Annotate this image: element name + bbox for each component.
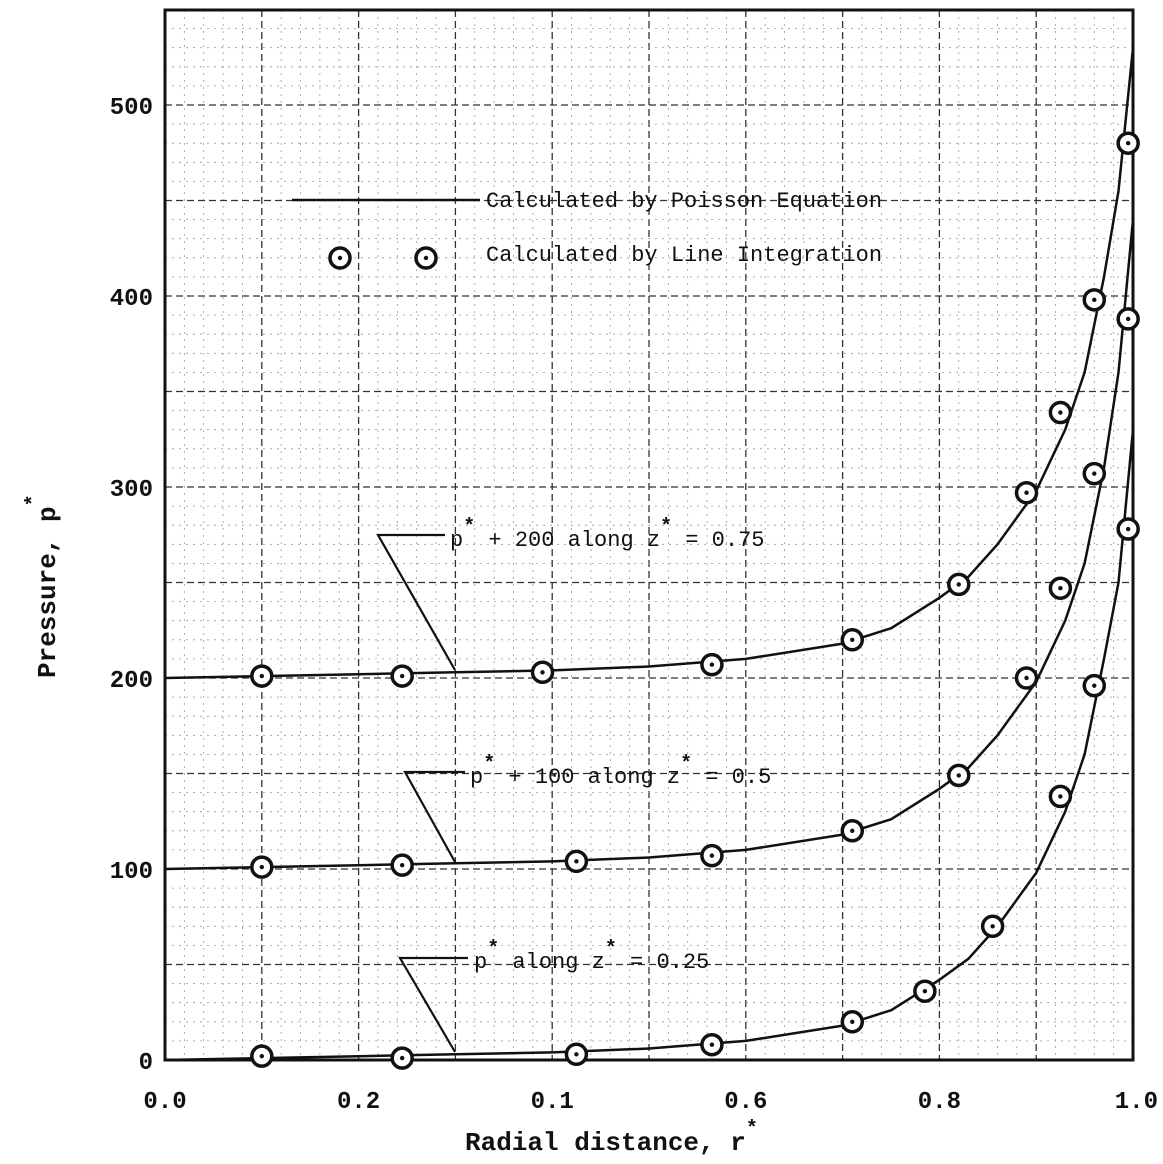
x-tick-label: 1.0 — [1115, 1089, 1158, 1116]
data-point-dot — [1092, 297, 1097, 303]
data-point — [390, 853, 414, 877]
data-point — [390, 664, 414, 688]
data-point-dot — [399, 862, 405, 868]
data-point — [1116, 131, 1140, 155]
series-annotation-2: p* along z* = 0.25 — [398, 938, 709, 1053]
data-point-dot — [540, 670, 545, 675]
x-tick-label: 0.8 — [918, 1089, 961, 1116]
data-point-dot — [399, 1055, 405, 1061]
data-point — [250, 664, 274, 688]
data-point — [840, 628, 865, 652]
data-point — [1116, 517, 1140, 541]
data-point-dot — [956, 582, 961, 587]
series-annotation-0: p* + 200 along z* = 0.75 — [376, 516, 765, 671]
data-point-dot — [1125, 316, 1131, 322]
y-tick-labels: 0 100 200 300 400 500 — [110, 95, 153, 1077]
data-point — [250, 1044, 274, 1068]
data-point — [564, 849, 589, 874]
data-point — [700, 1032, 724, 1057]
data-point — [947, 572, 971, 597]
series-label-0: p* + 200 along z* = 0.75 — [450, 516, 765, 553]
data-point — [947, 763, 971, 788]
x-tick-label: 0.1 — [531, 1089, 574, 1116]
data-point-dot — [1092, 683, 1097, 688]
data-point-dot — [259, 673, 264, 679]
data-point-dot — [574, 1052, 579, 1057]
x-tick-labels: 0.0 0.2 0.1 0.6 0.8 1.0 — [143, 1089, 1158, 1116]
y-tick-label: 0 — [139, 1050, 153, 1077]
series-line-1 — [164, 219, 1135, 871]
data-point-dot — [850, 828, 855, 833]
data-point — [1082, 673, 1107, 698]
data-point — [530, 660, 555, 685]
data-point-dot — [1125, 141, 1131, 146]
data-point-dot — [709, 853, 715, 858]
data-point-dot — [709, 662, 715, 667]
data-point-dot — [1024, 675, 1029, 681]
series-layer — [164, 47, 1140, 1070]
x-axis-title: Radial distance, r* — [465, 1118, 758, 1158]
legend: Calculated by Poisson Equation Calculate… — [292, 189, 882, 270]
data-point-dot — [990, 924, 995, 929]
data-point — [1082, 288, 1107, 312]
data-point-dot — [1092, 471, 1097, 476]
y-tick-label: 100 — [110, 859, 153, 886]
data-point-dot — [1058, 410, 1063, 415]
data-point — [840, 1010, 865, 1034]
x-tick-label: 0.6 — [724, 1089, 767, 1116]
data-point-dot — [1058, 794, 1063, 799]
legend-line-label: Calculated by Poisson Equation — [486, 189, 882, 214]
y-tick-label: 300 — [110, 477, 153, 504]
data-point — [1048, 576, 1073, 600]
data-point-dot — [259, 1053, 264, 1059]
x-tick-label: 0.0 — [143, 1089, 186, 1116]
data-point-dot — [574, 859, 579, 864]
legend-marker-sample — [328, 246, 438, 270]
data-point — [1048, 784, 1073, 809]
data-point-dot — [850, 637, 855, 642]
data-point — [1014, 480, 1039, 505]
x-tick-label: 0.2 — [337, 1089, 380, 1116]
data-point — [840, 819, 865, 843]
data-point — [250, 855, 274, 879]
data-point — [390, 1046, 414, 1070]
series-label-2: p* along z* = 0.25 — [474, 938, 709, 975]
series-annotation-1: p* + 100 along z* = 0.5 — [403, 753, 771, 863]
y-tick-label: 200 — [110, 668, 153, 695]
y-tick-label: 500 — [110, 95, 153, 122]
data-point-dot — [922, 989, 928, 994]
data-point-dot — [850, 1019, 855, 1024]
data-point — [1014, 666, 1039, 690]
legend-marker-label: Calculated by Line Integration — [486, 243, 882, 268]
data-point-dot — [956, 773, 961, 778]
data-point — [1116, 307, 1140, 331]
data-point — [913, 979, 937, 1003]
data-point — [1082, 461, 1107, 486]
data-point-dot — [709, 1042, 715, 1047]
data-point-dot — [1058, 586, 1063, 591]
data-point-dot — [1024, 490, 1029, 495]
series-label-1: p* + 100 along z* = 0.5 — [470, 753, 771, 790]
y-axis-title: Pressure, p* — [23, 494, 63, 678]
data-point — [980, 914, 1005, 939]
data-point — [700, 843, 724, 868]
data-point — [564, 1042, 589, 1067]
data-point-dot — [259, 864, 264, 870]
y-tick-label: 400 — [110, 286, 153, 313]
data-point-dot — [1125, 526, 1131, 532]
series-line-0 — [164, 47, 1135, 680]
data-point — [700, 652, 724, 677]
data-point-dot — [399, 673, 405, 679]
data-point — [1048, 400, 1073, 425]
